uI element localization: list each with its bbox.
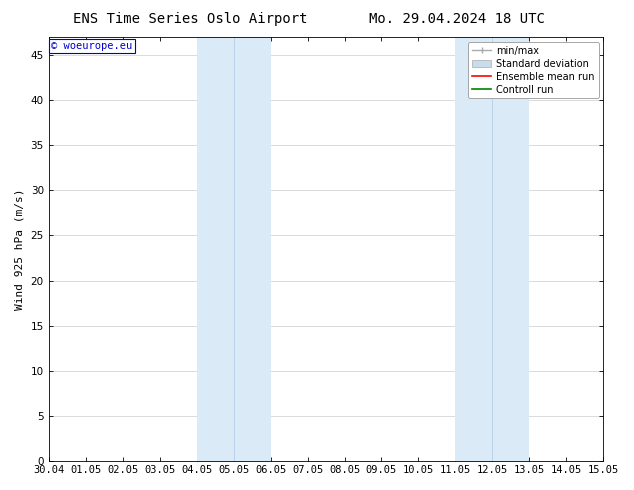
- Bar: [455, 37, 529, 461]
- Bar: [197, 37, 271, 461]
- Text: © woeurope.eu: © woeurope.eu: [51, 41, 133, 51]
- Y-axis label: Wind 925 hPa (m/s): Wind 925 hPa (m/s): [15, 188, 25, 310]
- Legend: min/max, Standard deviation, Ensemble mean run, Controll run: min/max, Standard deviation, Ensemble me…: [468, 42, 598, 98]
- Text: Mo. 29.04.2024 18 UTC: Mo. 29.04.2024 18 UTC: [368, 12, 545, 26]
- Text: ENS Time Series Oslo Airport: ENS Time Series Oslo Airport: [73, 12, 307, 26]
